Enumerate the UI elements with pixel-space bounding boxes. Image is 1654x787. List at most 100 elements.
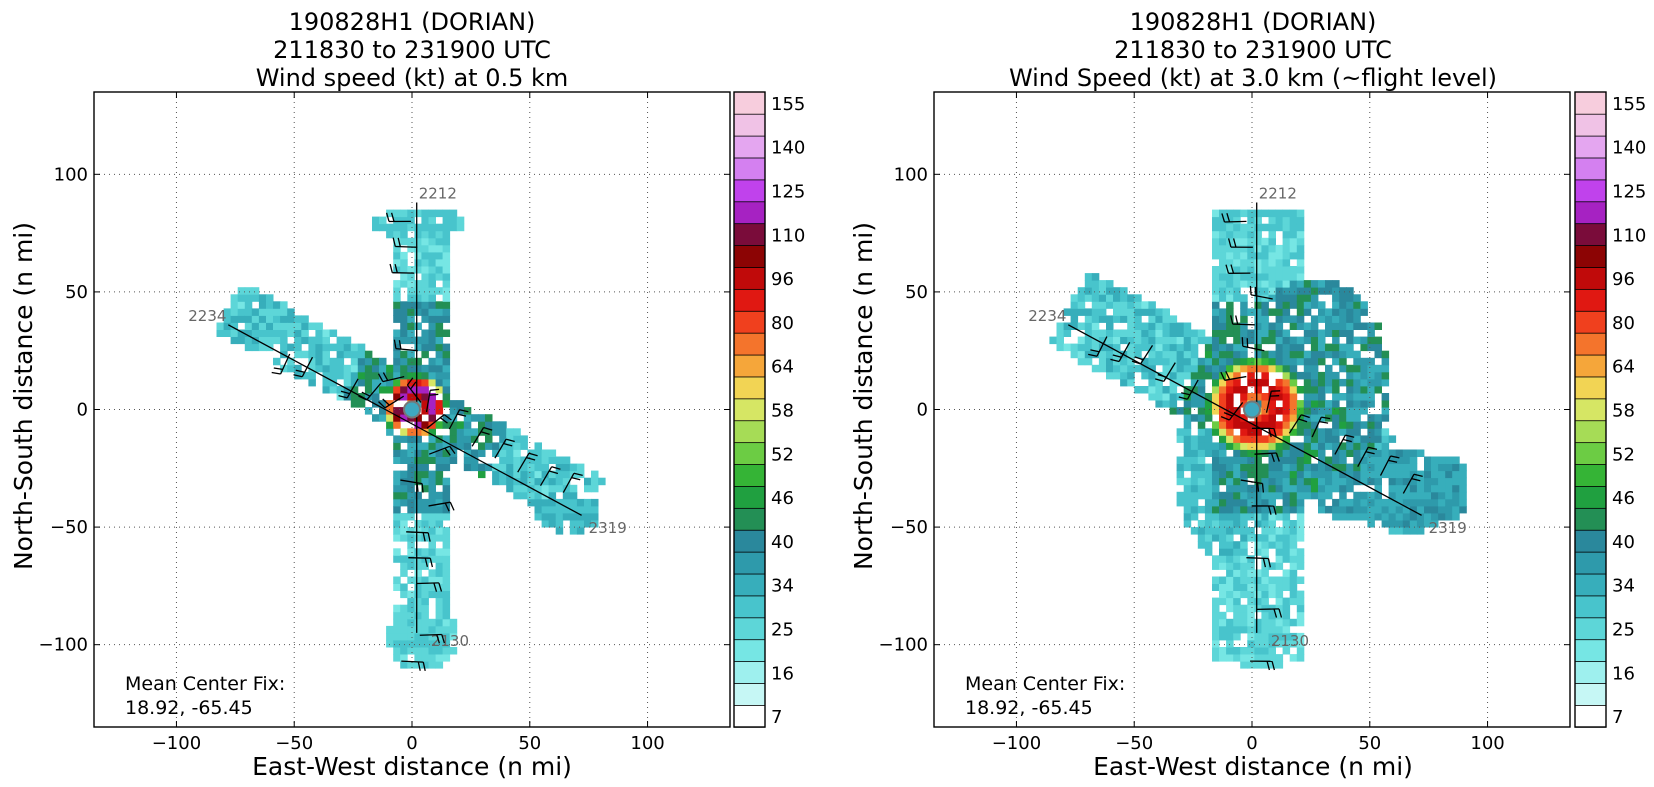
wind-cell	[280, 315, 288, 323]
wind-cell	[428, 625, 436, 634]
wind-barb	[517, 452, 530, 473]
wind-cell	[1282, 400, 1291, 408]
wind-cell	[407, 244, 415, 253]
wind-cell	[1183, 336, 1192, 345]
wind-cell	[1240, 244, 1248, 253]
wind-cell	[1452, 456, 1460, 464]
wind-cell	[1268, 223, 1276, 232]
wind-cell	[1240, 237, 1248, 246]
wind-cell	[1219, 251, 1227, 260]
wind-cell	[1254, 470, 1262, 479]
wind-cell	[435, 357, 444, 366]
wind-cell	[1346, 336, 1354, 345]
wind-cell	[393, 604, 401, 613]
wind-cell	[1233, 244, 1241, 253]
wind-cell	[1254, 223, 1262, 232]
wind-cell	[393, 287, 401, 295]
wind-cell	[1240, 308, 1248, 316]
wind-cell	[1282, 393, 1291, 401]
wind-cell	[1091, 308, 1100, 316]
wind-cell	[1431, 513, 1439, 521]
wind-cell	[1141, 343, 1149, 352]
wind-cell	[534, 463, 542, 472]
wind-cell	[555, 527, 564, 535]
colorbar-tick-label: 125	[1612, 182, 1646, 203]
wind-cell	[1275, 534, 1284, 542]
wind-cell	[301, 336, 309, 345]
wind-cell	[1310, 477, 1319, 486]
wind-cell	[456, 407, 465, 415]
wind-cell	[379, 364, 387, 373]
wind-cell	[548, 456, 557, 464]
wind-cell	[1204, 435, 1213, 443]
wind-cell	[1445, 505, 1453, 514]
wind-cell	[1212, 301, 1220, 309]
wind-cell	[414, 647, 422, 655]
wind-cell	[1431, 477, 1439, 486]
wind-cell	[1098, 350, 1107, 359]
wind-barb	[1254, 452, 1277, 455]
wind-cell	[336, 371, 345, 380]
wind-cell	[506, 470, 514, 479]
wind-cell	[1219, 562, 1227, 570]
wind-cell	[1176, 343, 1185, 352]
wind-cell	[1275, 527, 1284, 535]
wind-cell	[1303, 301, 1312, 309]
wind-cell	[1176, 477, 1185, 486]
wind-cell	[470, 456, 479, 464]
wind-cell	[414, 661, 422, 669]
wind-cell	[1183, 414, 1192, 422]
wind-cell	[414, 287, 422, 295]
center-fix-value: 18.92, -65.45	[965, 697, 1093, 719]
wind-cell	[506, 484, 514, 493]
wind-barb-feather	[271, 371, 281, 375]
wind-cell	[1409, 520, 1418, 528]
wind-cell	[266, 301, 274, 309]
wind-cell	[435, 661, 444, 669]
wind-cell	[1424, 505, 1432, 514]
wind-cell	[1310, 386, 1319, 394]
wind-cell	[407, 393, 415, 401]
wind-cell	[1226, 322, 1234, 330]
wind-cell	[1381, 364, 1390, 373]
wind-cell	[485, 463, 493, 472]
wind-barb-feather	[417, 661, 421, 671]
wind-cell	[287, 329, 295, 337]
wind-cell	[1296, 456, 1305, 464]
wind-cell	[1183, 329, 1192, 337]
wind-cell	[576, 520, 585, 528]
wind-cell	[1254, 237, 1262, 246]
wind-cell	[1254, 428, 1262, 436]
wind-cell	[1289, 237, 1298, 246]
wind-cell	[1452, 491, 1460, 500]
wind-cell	[1183, 449, 1192, 457]
wind-cell	[400, 654, 408, 662]
wind-barbs	[271, 212, 583, 672]
wind-cell	[428, 371, 436, 380]
wind-cell	[527, 456, 535, 464]
wind-cell	[428, 244, 436, 253]
wind-cell	[315, 343, 323, 352]
wind-cell	[414, 266, 422, 274]
wind-cell	[1212, 611, 1220, 620]
wind-cell	[1261, 400, 1269, 408]
wind-cell	[1176, 463, 1185, 472]
wind-cell	[364, 357, 373, 366]
wind-cell	[350, 371, 359, 380]
wind-cell	[1240, 470, 1248, 479]
wind-cell	[1240, 590, 1248, 599]
wind-cell	[1240, 562, 1248, 570]
wind-cell	[414, 244, 422, 253]
wind-barb-feather	[1261, 483, 1265, 493]
wind-cell	[1204, 463, 1213, 472]
wind-cell	[1282, 640, 1291, 648]
wind-cell	[1212, 484, 1220, 493]
wind-cell	[548, 520, 557, 528]
wind-cell	[1296, 463, 1305, 472]
wind-cell	[1120, 315, 1128, 323]
wind-cell	[428, 216, 436, 225]
wind-cell	[534, 442, 542, 450]
wind-cell	[1268, 654, 1276, 662]
wind-cell	[421, 548, 429, 556]
wind-cell	[1296, 534, 1305, 542]
